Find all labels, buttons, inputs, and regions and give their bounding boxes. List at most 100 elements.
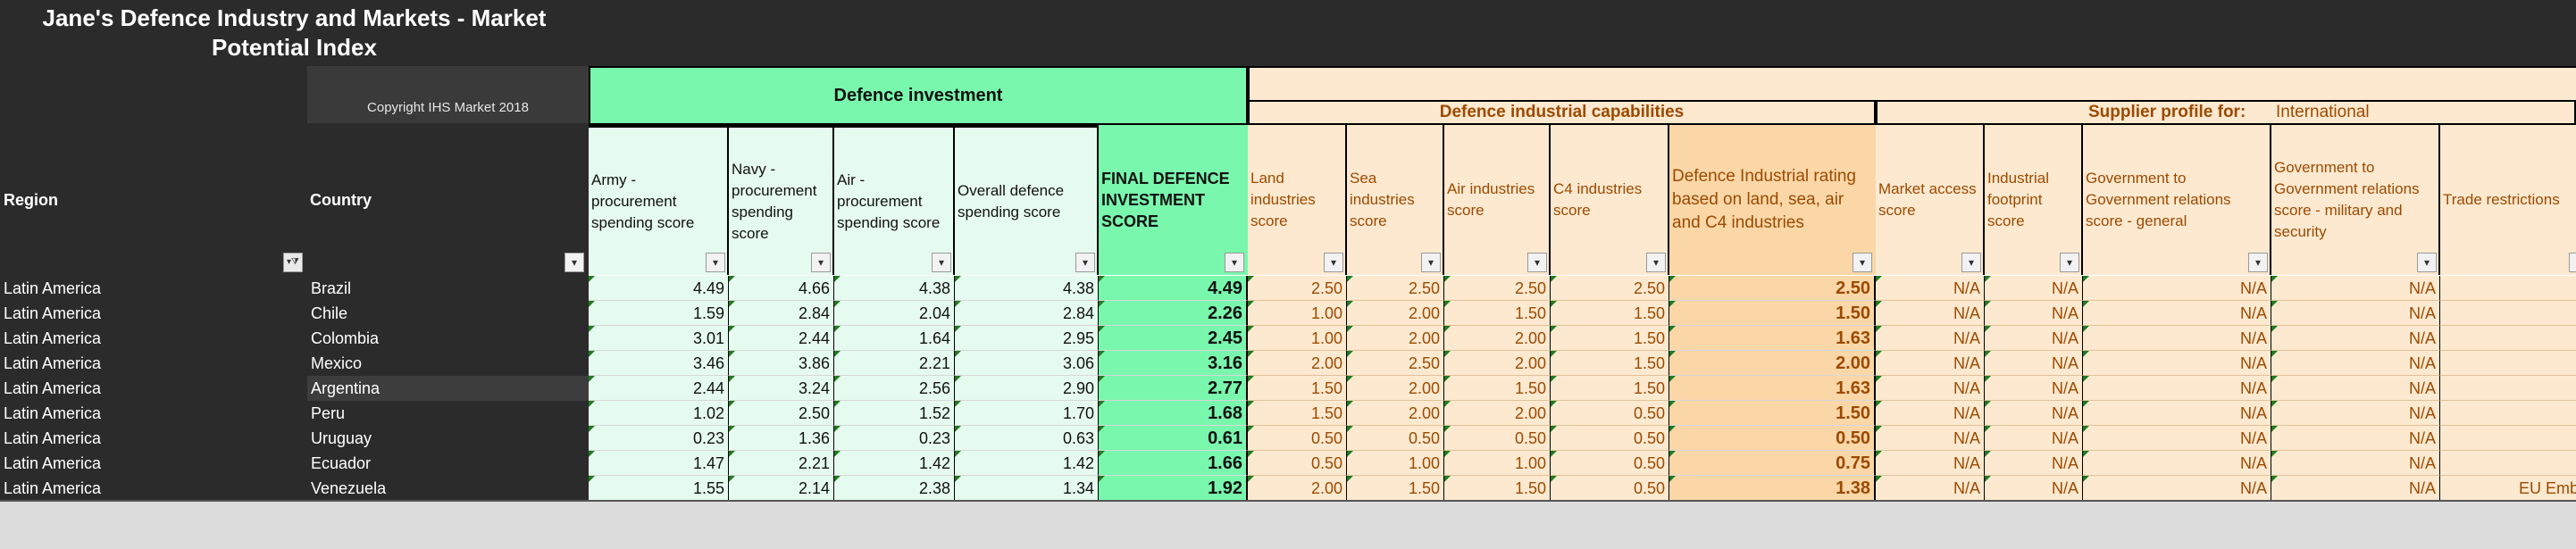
cell-army[interactable]: 1.55 xyxy=(589,476,729,501)
cell-land[interactable]: 1.00 xyxy=(1248,301,1347,326)
cell-sea[interactable]: 0.50 xyxy=(1347,426,1444,451)
cell-trade[interactable]: C xyxy=(2440,451,2576,476)
cell-market-access[interactable]: N/A xyxy=(1876,426,1985,451)
filter-dropdown-icon[interactable]: ▾ xyxy=(932,253,951,272)
header-air[interactable]: Air - procurement spending score xyxy=(834,125,955,275)
filter-dropdown-icon[interactable]: ▾ xyxy=(811,253,831,272)
cell-final[interactable]: 3.16 xyxy=(1099,351,1248,376)
cell-market-access[interactable]: N/A xyxy=(1876,401,1985,426)
cell-footprint[interactable]: N/A xyxy=(1985,426,2083,451)
cell-sea[interactable]: 1.00 xyxy=(1347,451,1444,476)
cell-air[interactable]: 4.38 xyxy=(834,276,955,301)
header-sea[interactable]: Sea industries score xyxy=(1347,125,1444,275)
cell-sea[interactable]: 2.50 xyxy=(1347,351,1444,376)
cell-trade[interactable]: C xyxy=(2440,351,2576,376)
cell-market-access[interactable]: N/A xyxy=(1876,451,1985,476)
cell-footprint[interactable]: N/A xyxy=(1985,476,2083,501)
cell-overall[interactable]: 1.70 xyxy=(955,401,1099,426)
cell-g2g-general[interactable]: N/A xyxy=(2083,326,2271,351)
cell-g2g-general[interactable]: N/A xyxy=(2083,426,2271,451)
filter-dropdown-icon[interactable]: ▾ xyxy=(1853,253,1872,272)
filter-dropdown-icon[interactable]: ▾ xyxy=(1324,253,1343,272)
cell-rating[interactable]: 2.50 xyxy=(1669,276,1876,301)
cell-overall[interactable]: 0.63 xyxy=(955,426,1099,451)
cell-footprint[interactable]: N/A xyxy=(1985,301,2083,326)
cell-c4[interactable]: 1.50 xyxy=(1551,351,1669,376)
cell-navy[interactable]: 4.66 xyxy=(729,276,834,301)
supplier-profile-value[interactable]: International xyxy=(2276,103,2370,121)
cell-region[interactable]: Latin America xyxy=(4,454,102,472)
filter-active-icon[interactable]: ▾⧩ xyxy=(283,253,303,272)
cell-footprint[interactable]: N/A xyxy=(1985,451,2083,476)
cell-navy[interactable]: 3.86 xyxy=(729,351,834,376)
cell-g2g-military[interactable]: N/A xyxy=(2271,276,2440,301)
cell-final[interactable]: 2.77 xyxy=(1099,376,1248,401)
cell-overall[interactable]: 2.90 xyxy=(955,376,1099,401)
cell-rating[interactable]: 1.63 xyxy=(1669,376,1876,401)
cell-trade[interactable]: C xyxy=(2440,326,2576,351)
cell-region[interactable]: Latin America xyxy=(4,404,102,422)
header-g2g-general[interactable]: Government to Government relations score… xyxy=(2083,125,2271,275)
filter-dropdown-icon[interactable]: ▾ xyxy=(565,253,584,272)
cell-final[interactable]: 1.68 xyxy=(1099,401,1248,426)
cell-country[interactable]: Peru xyxy=(311,404,346,422)
cell-air[interactable]: 0.23 xyxy=(834,426,955,451)
cell-g2g-military[interactable]: N/A xyxy=(2271,451,2440,476)
cell-footprint[interactable]: N/A xyxy=(1985,351,2083,376)
cell-air[interactable]: 2.38 xyxy=(834,476,955,501)
cell-c4[interactable]: 2.50 xyxy=(1551,276,1669,301)
cell-market-access[interactable]: N/A xyxy=(1876,301,1985,326)
cell-g2g-general[interactable]: N/A xyxy=(2083,401,2271,426)
cell-rating[interactable]: 2.00 xyxy=(1669,351,1876,376)
cell-air[interactable]: 1.64 xyxy=(834,326,955,351)
cell-sea[interactable]: 1.50 xyxy=(1347,476,1444,501)
cell-c4[interactable]: 0.50 xyxy=(1551,401,1669,426)
cell-trade[interactable]: C xyxy=(2440,401,2576,426)
filter-dropdown-icon[interactable]: ▾ xyxy=(2417,253,2437,272)
cell-country[interactable]: Chile xyxy=(311,304,348,322)
cell-airind[interactable]: 2.50 xyxy=(1444,276,1551,301)
cell-army[interactable]: 3.46 xyxy=(589,351,729,376)
cell-g2g-general[interactable]: N/A xyxy=(2083,376,2271,401)
header-market-access[interactable]: Market access score xyxy=(1876,125,1985,275)
cell-air[interactable]: 1.42 xyxy=(834,451,955,476)
cell-sea[interactable]: 2.00 xyxy=(1347,401,1444,426)
cell-trade[interactable]: C xyxy=(2440,301,2576,326)
header-final[interactable]: FINAL DEFENCE INVESTMENT SCORE xyxy=(1099,125,1248,275)
cell-army[interactable]: 1.02 xyxy=(589,401,729,426)
cell-g2g-military[interactable]: N/A xyxy=(2271,401,2440,426)
cell-navy[interactable]: 2.50 xyxy=(729,401,834,426)
cell-footprint[interactable]: N/A xyxy=(1985,276,2083,301)
filter-dropdown-icon[interactable]: ▾ xyxy=(1527,253,1547,272)
cell-country[interactable]: Argentina xyxy=(307,376,589,401)
cell-region[interactable]: Latin America xyxy=(4,304,102,322)
header-rating[interactable]: Defence Industrial rating based on land,… xyxy=(1669,125,1876,275)
cell-c4[interactable]: 1.50 xyxy=(1551,376,1669,401)
cell-rating[interactable]: 0.75 xyxy=(1669,451,1876,476)
header-country[interactable]: Country xyxy=(310,191,372,209)
cell-airind[interactable]: 1.50 xyxy=(1444,301,1551,326)
cell-overall[interactable]: 4.38 xyxy=(955,276,1099,301)
cell-country[interactable]: Uruguay xyxy=(311,429,372,447)
cell-land[interactable]: 2.00 xyxy=(1248,476,1347,501)
cell-g2g-military[interactable]: N/A xyxy=(2271,326,2440,351)
cell-airind[interactable]: 2.00 xyxy=(1444,326,1551,351)
cell-airind[interactable]: 2.00 xyxy=(1444,401,1551,426)
cell-c4[interactable]: 0.50 xyxy=(1551,476,1669,501)
cell-region[interactable]: Latin America xyxy=(4,354,102,372)
cell-final[interactable]: 2.45 xyxy=(1099,326,1248,351)
cell-g2g-military[interactable]: N/A xyxy=(2271,426,2440,451)
cell-land[interactable]: 0.50 xyxy=(1248,426,1347,451)
cell-rating[interactable]: 0.50 xyxy=(1669,426,1876,451)
cell-g2g-general[interactable]: N/A xyxy=(2083,351,2271,376)
filter-dropdown-icon[interactable]: ▾ xyxy=(1225,253,1244,272)
cell-navy[interactable]: 1.36 xyxy=(729,426,834,451)
cell-country[interactable]: Mexico xyxy=(311,354,363,372)
cell-land[interactable]: 0.50 xyxy=(1248,451,1347,476)
cell-final[interactable]: 4.49 xyxy=(1099,276,1248,301)
cell-market-access[interactable]: N/A xyxy=(1876,326,1985,351)
cell-region[interactable]: Latin America xyxy=(4,429,102,447)
cell-g2g-military[interactable]: N/A xyxy=(2271,376,2440,401)
cell-region[interactable]: Latin America xyxy=(4,279,102,297)
cell-g2g-general[interactable]: N/A xyxy=(2083,276,2271,301)
